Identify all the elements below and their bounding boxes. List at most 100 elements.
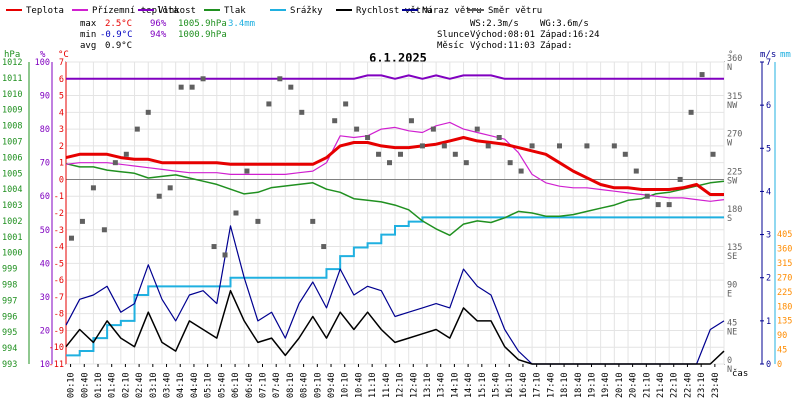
hpa-tick-label: 993 [2, 360, 17, 370]
mm-tick-label: 90 [777, 331, 787, 341]
x-tick-label: 10:10 [341, 372, 351, 398]
ms-tick-label: 4 [766, 187, 771, 197]
wind-direction-point [211, 244, 217, 250]
x-tick-label: 02:40 [135, 372, 145, 398]
x-tick-label: 12:10 [396, 372, 406, 398]
x-tick-label: 03:40 [163, 372, 173, 398]
ms-tick-label: 5 [766, 144, 771, 154]
series-temperature [65, 136, 724, 196]
x-tick-label: 04:10 [176, 372, 186, 398]
x-tick-label: 20:40 [629, 372, 639, 398]
legend-label: Rychlost větru [356, 6, 432, 16]
x-tick-label: 18:40 [574, 372, 584, 398]
wind-direction-point [408, 118, 414, 124]
temp-tick-label: 6 [59, 75, 64, 85]
wind-direction-point [666, 202, 672, 208]
wind-direction-point [699, 72, 705, 78]
x-tick-label: 07:10 [258, 372, 268, 398]
x-tick-label: 15:40 [492, 372, 502, 398]
dir-tick-deg: 225 [727, 167, 742, 177]
wind-direction-point [101, 227, 107, 233]
mm-tick-label: 0 [777, 360, 782, 370]
dir-tick-name: N [727, 365, 732, 375]
chart-title: 6.1.2025 [369, 51, 427, 65]
hpa-tick-label: 1010 [2, 90, 22, 100]
temp-tick-label: 4 [59, 108, 64, 118]
temp-tick-label: -2 [54, 209, 64, 219]
x-tick-label: 03:10 [149, 372, 159, 398]
temp-tick-label: -11 [49, 360, 64, 370]
x-tick-label: 17:10 [533, 372, 543, 398]
hpa-tick-label: 1004 [2, 185, 22, 195]
wind-direction-point [156, 193, 162, 199]
dir-tick-name: SW [727, 176, 738, 186]
x-tick-label: 23:10 [697, 372, 707, 398]
mm-tick-label: 45 [777, 346, 787, 356]
wind-direction-point [507, 160, 513, 166]
dir-tick-deg: 270 [727, 130, 742, 140]
axis-title-pct: % [40, 50, 46, 60]
dir-tick-name: S [727, 214, 732, 224]
mm-tick-label: 135 [777, 317, 792, 327]
wind-direction-point [611, 143, 617, 149]
wind-direction-point [277, 76, 283, 82]
stats-moon-rise: Východ:11:03 [470, 41, 535, 51]
pct-tick-label: 70 [40, 159, 50, 169]
wind-direction-point [688, 109, 694, 115]
wind-direction-point [397, 151, 403, 157]
hpa-tick-label: 1009 [2, 106, 22, 116]
hpa-tick-label: 1002 [2, 217, 22, 227]
hpa-tick-label: 1001 [2, 233, 22, 243]
temp-tick-label: 0 [59, 175, 64, 185]
dir-tick-name: W [727, 139, 733, 149]
x-tick-label: 09:40 [327, 372, 337, 398]
ms-tick-label: 0 [766, 360, 771, 370]
x-tick-label: 16:10 [505, 372, 515, 398]
wind-direction-point [288, 84, 294, 90]
wind-direction-point [496, 135, 502, 140]
wind-direction-point [584, 143, 590, 149]
wind-direction-point [222, 252, 228, 258]
wind-direction-point [430, 126, 436, 132]
x-tick-label: 14:40 [464, 372, 474, 398]
x-tick-label: 11:40 [382, 372, 392, 398]
pct-tick-label: 30 [40, 293, 50, 303]
temp-tick-label: 1 [59, 159, 64, 169]
x-tick-label: 23:40 [711, 372, 721, 398]
wind-direction-point [244, 168, 250, 174]
ms-tick-label: 6 [766, 101, 771, 111]
wind-direction-point [710, 151, 716, 157]
legend-label: Srážky [290, 6, 323, 16]
legend-label: Přízemní teplota [92, 6, 179, 16]
series-rain [66, 216, 724, 357]
temp-tick-label: -9 [54, 326, 64, 336]
x-tick-label: 02:10 [121, 372, 131, 398]
hpa-tick-label: 1007 [2, 137, 22, 147]
wind-direction-point [68, 235, 74, 241]
x-tick-label: 18:10 [560, 372, 570, 398]
x-tick-label: 08:40 [300, 372, 310, 398]
wind-direction-point [266, 101, 272, 107]
plot-area [65, 72, 725, 365]
stats-max-rain: 3.4mm [228, 19, 255, 29]
x-tick-label: 17:40 [546, 372, 556, 398]
dir-tick-name: SE [727, 252, 737, 262]
wind-direction-point [233, 210, 239, 216]
x-tick-label: 13:10 [423, 372, 433, 398]
series-ground-temp [65, 121, 725, 202]
stats-avg-label: avg [80, 41, 96, 51]
x-tick-label: 22:10 [670, 372, 680, 398]
mm-tick-label: 225 [777, 288, 792, 298]
ms-tick-label: 3 [766, 231, 771, 241]
hpa-tick-label: 997 [2, 296, 17, 306]
wind-direction-point [123, 151, 129, 157]
stats-min-temp: -0.9°C [100, 30, 133, 40]
wind-direction-point [255, 218, 261, 224]
mm-tick-label: 360 [777, 245, 792, 255]
wind-direction-point [365, 135, 371, 140]
mm-tick-label: 270 [777, 273, 792, 283]
dir-tick-deg: 135 [727, 243, 742, 253]
hpa-tick-label: 1005 [2, 169, 22, 179]
wind-direction-point [321, 244, 327, 250]
dir-tick-name: NW [727, 101, 738, 111]
